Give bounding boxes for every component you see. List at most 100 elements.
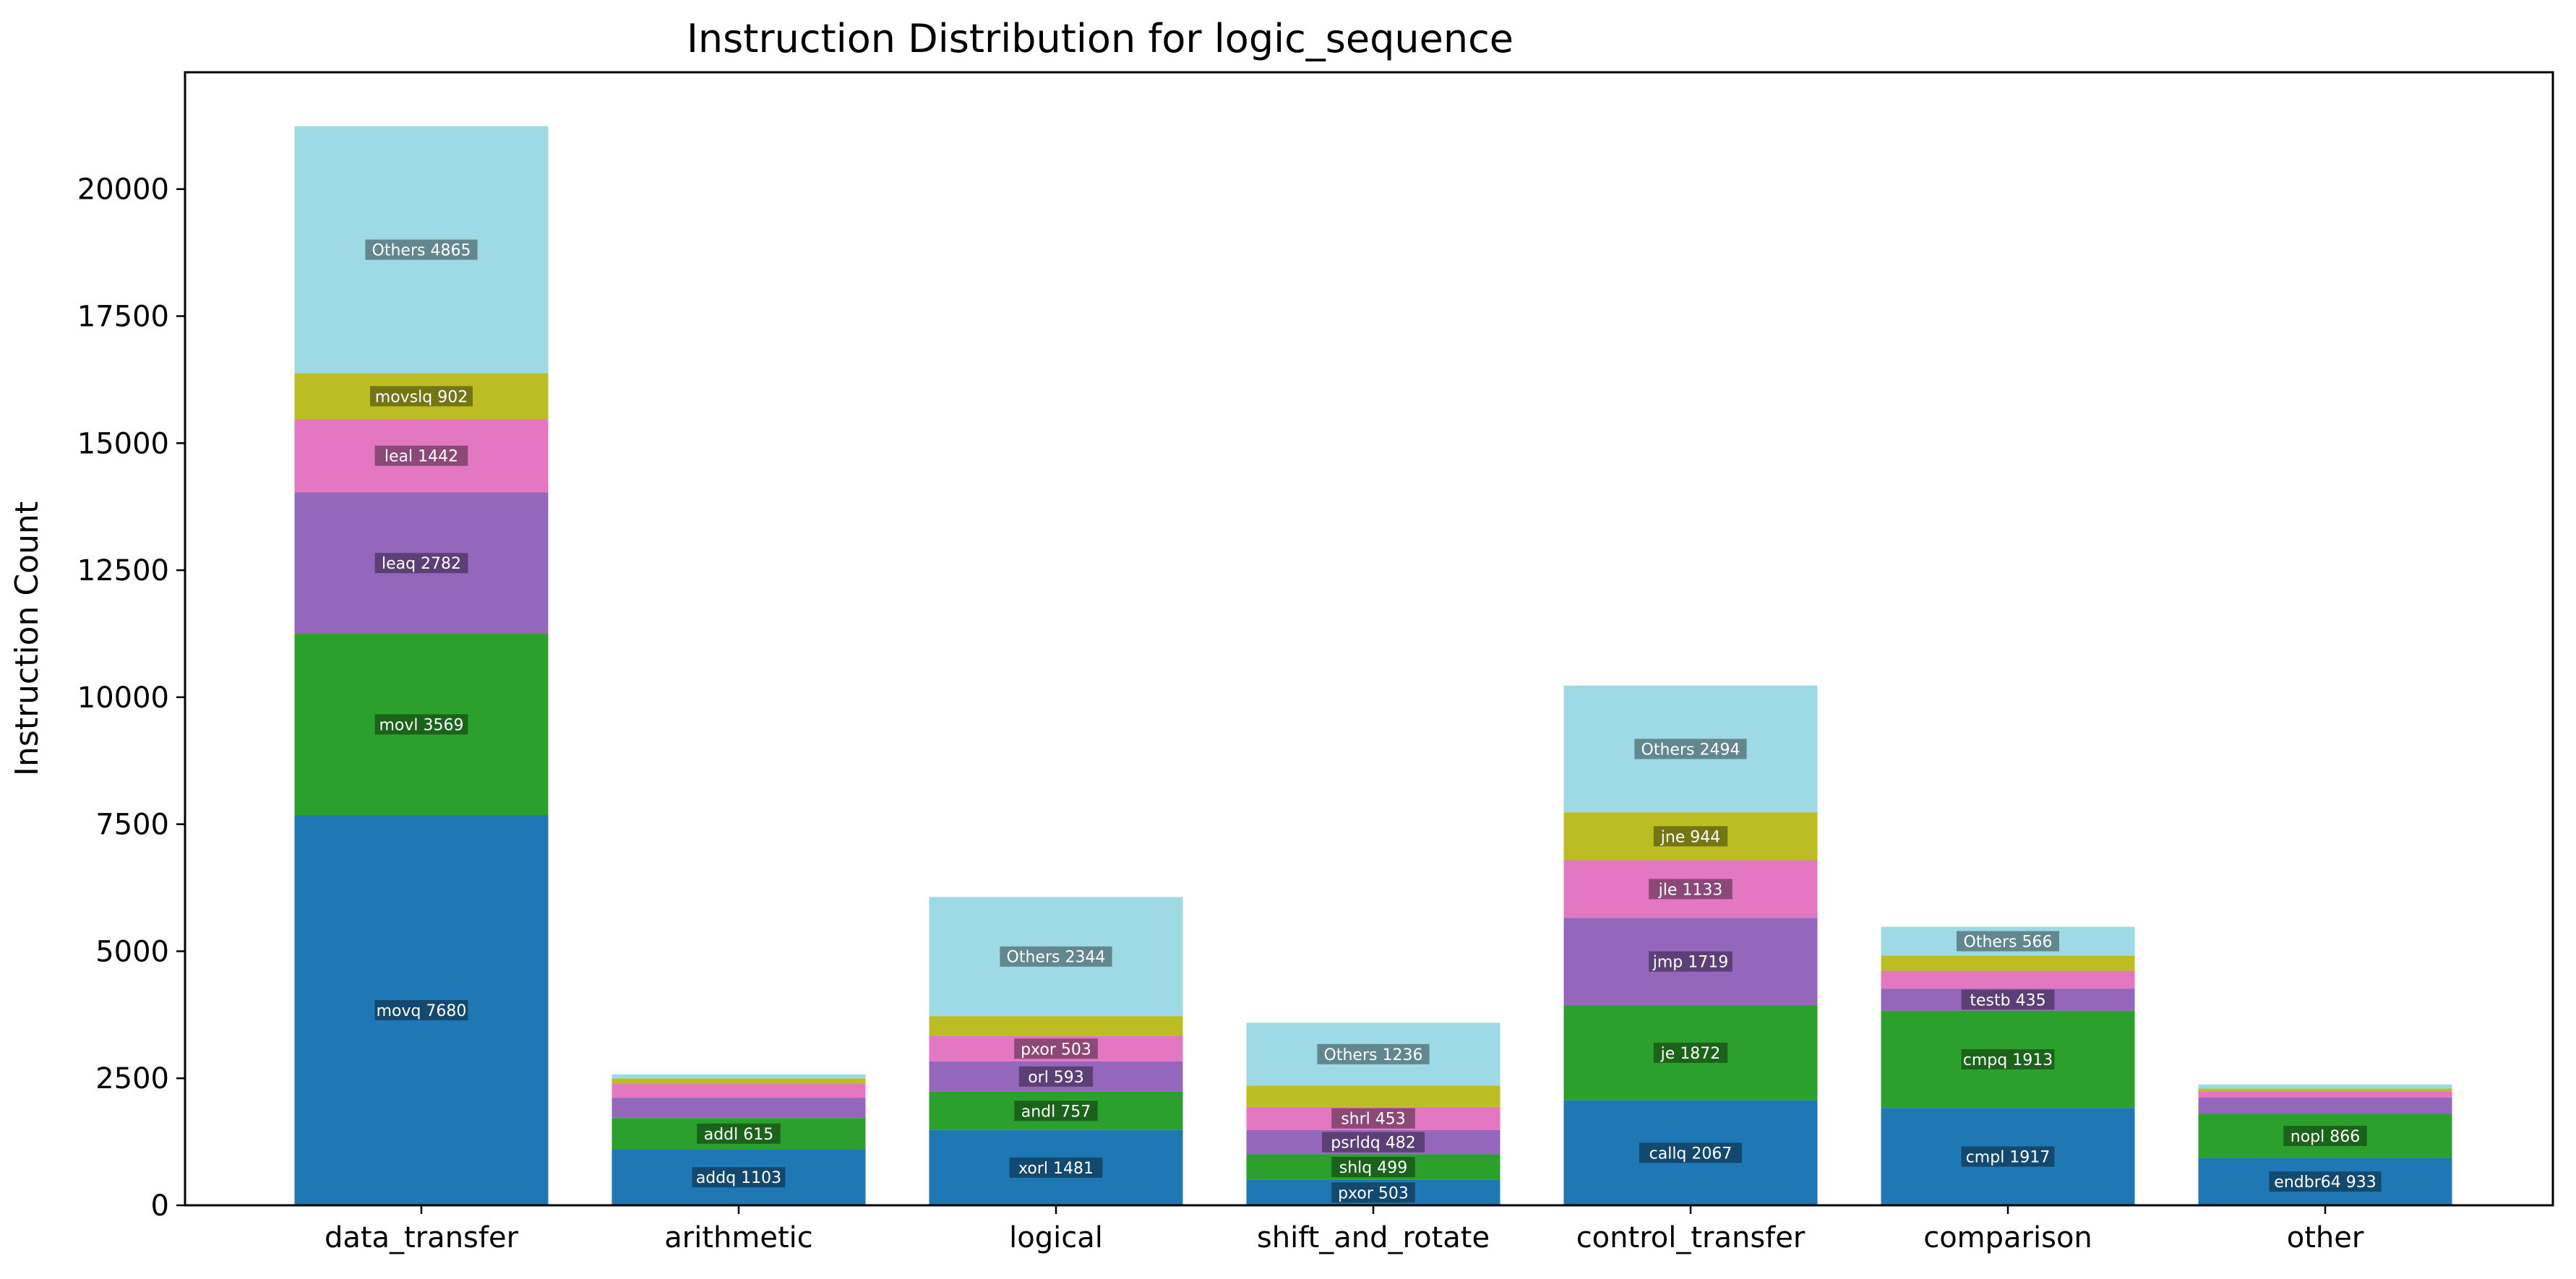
bar-segment <box>2198 1158 2452 1205</box>
y-axis-ticks: 0 2500 5000 7500 10000 12500 15000 17500 20000 <box>77 173 185 1223</box>
y-tick-label: 2500 <box>95 1062 169 1095</box>
bar-segment <box>1881 926 2135 956</box>
segment-label-bg <box>1014 1101 1098 1121</box>
bar-segment <box>1246 1129 1500 1155</box>
segment-label: andl 757 <box>1014 1101 1098 1121</box>
segment-label-bg <box>2283 1125 2367 1146</box>
segment-label-bg <box>1961 1048 2055 1069</box>
bar-segment <box>294 814 549 1205</box>
segment-label: endbr64 933 <box>2269 1171 2382 1192</box>
segment-label: callq 2067 <box>1639 1142 1742 1163</box>
bar-segment <box>294 126 549 374</box>
segment-label: leal 1442 <box>374 445 468 466</box>
segment-label-bg <box>1957 931 2059 952</box>
bar-segment <box>929 1091 1183 1130</box>
y-tick-label: 15000 <box>77 427 169 460</box>
bar-segment <box>611 1118 866 1150</box>
segment-label-text: xorl 1481 <box>1018 1160 1094 1178</box>
plot-frame <box>184 71 2554 1207</box>
segment-label-text: testb 435 <box>1970 991 2045 1009</box>
segment-label-bg <box>1014 1038 1098 1059</box>
segment-label-bg <box>1322 1132 1425 1153</box>
bar-segment <box>1246 1085 1500 1107</box>
segment-label-bg <box>1317 1043 1430 1064</box>
y-tick-label: 20000 <box>77 173 169 207</box>
y-tick-label: 5000 <box>95 935 169 968</box>
segment-label-text: addl 615 <box>704 1126 774 1144</box>
segment-label-text: callq 2067 <box>1649 1145 1733 1163</box>
segment-label-bg <box>697 1123 781 1144</box>
segment-label-bg <box>374 999 468 1020</box>
segment-label-text: cmpl 1917 <box>1966 1149 2051 1167</box>
x-axis-ticks: data_transfer arithmetic logical shift_and_… <box>325 1205 2364 1254</box>
bar-segment <box>2198 1091 2452 1098</box>
segment-label: cmpl 1917 <box>1961 1146 2055 1167</box>
y-tick-label: 12500 <box>77 554 169 587</box>
segment-label-text: leal 1442 <box>385 448 458 466</box>
bar-segment <box>294 634 549 815</box>
y-axis-label: Instruction Count <box>9 501 46 776</box>
bar-segment <box>1881 955 2135 971</box>
segment-label-bg <box>1331 1157 1415 1178</box>
segment-label-bg <box>2269 1171 2382 1192</box>
chart-title: Instruction Distribution for logic_seque… <box>687 16 1514 61</box>
segment-label-bg <box>374 445 468 466</box>
segment-label-bg <box>374 714 468 735</box>
bar-segment <box>611 1149 866 1205</box>
y-tick-label: 10000 <box>77 681 169 715</box>
x-tick-label: arithmetic <box>664 1221 812 1254</box>
bar-segment <box>929 1129 1183 1205</box>
segment-label: psrldq 482 <box>1322 1132 1425 1153</box>
bar-segment <box>1563 812 1818 861</box>
segment-label: shrl 453 <box>1331 1108 1415 1129</box>
segment-label-text: jle 1133 <box>1658 881 1723 899</box>
segment-label: movq 7680 <box>374 999 468 1020</box>
segment-label-bg <box>1649 879 1733 900</box>
bar-segment <box>1563 1005 1818 1101</box>
bar-segment <box>2198 1088 2452 1092</box>
segment-label-bg <box>1961 1146 2055 1167</box>
segment-label: nopl 866 <box>2283 1125 2367 1146</box>
segment-label-bg <box>1961 989 2055 1010</box>
segment-label: Others 2494 <box>1634 738 1747 759</box>
bar-segment <box>1246 1154 1500 1180</box>
segment-label: addl 615 <box>697 1123 781 1144</box>
bars-group: movq 7680 movl 3569 leaq 2782 leal 1442 movs… <box>294 126 2452 1205</box>
segment-label-text: cmpq 1913 <box>1963 1051 2053 1069</box>
bar-segment <box>929 897 1183 1017</box>
segment-label-bg <box>1000 946 1112 967</box>
segment-label: je 1872 <box>1653 1042 1728 1063</box>
bar-segment <box>929 1035 1183 1061</box>
bar-segment <box>929 1061 1183 1092</box>
x-tick-label: logical <box>1009 1221 1103 1254</box>
segment-label-bg <box>1009 1157 1103 1178</box>
segment-label-text: movslq 902 <box>375 388 468 406</box>
segment-label-text: nopl 866 <box>2291 1128 2360 1146</box>
bar-segment <box>2198 1098 2452 1114</box>
y-tick-label: 17500 <box>77 301 169 334</box>
segment-label: jmp 1719 <box>1649 951 1733 972</box>
segment-label: orl 593 <box>1018 1066 1094 1087</box>
segment-label-text: andl 757 <box>1021 1103 1091 1121</box>
segment-label: addq 1103 <box>692 1167 786 1188</box>
bar-segment <box>611 1074 866 1079</box>
segment-label: Others 4865 <box>365 239 478 260</box>
segment-label-text: orl 593 <box>1028 1069 1084 1087</box>
segment-label-text: jmp 1719 <box>1652 954 1729 972</box>
bar-segment <box>1246 1179 1500 1205</box>
segment-label-text: jne 944 <box>1660 828 1721 846</box>
segment-label-text: Others 566 <box>1964 934 2053 952</box>
segment-label: Others 2344 <box>1000 946 1112 967</box>
bar-segment <box>1881 1108 2135 1205</box>
x-tick-label: control_transfer <box>1576 1221 1806 1254</box>
bar-segment <box>1881 989 2135 1011</box>
bar-segment <box>1881 1010 2135 1108</box>
segment-label-text: Others 2494 <box>1641 741 1740 759</box>
bar-segment <box>611 1098 866 1119</box>
segment-label-text: shlq 499 <box>1339 1159 1407 1177</box>
segment-label: xorl 1481 <box>1009 1157 1103 1178</box>
segment-label-bg <box>1331 1108 1415 1129</box>
segment-label-text: endbr64 933 <box>2274 1174 2376 1192</box>
segment-label: movslq 902 <box>370 386 473 407</box>
